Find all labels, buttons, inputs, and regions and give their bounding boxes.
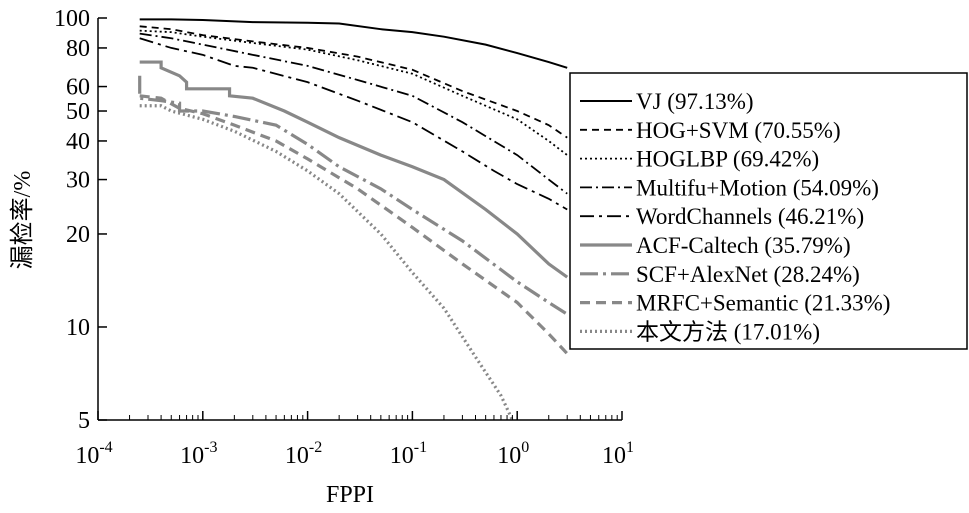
y-tick-label-5: 50 [66,99,90,125]
series-line-6 [138,75,569,316]
legend-box [569,72,968,350]
x-tick-label-0: 10-4 [75,439,112,469]
series-line-4 [139,37,568,211]
y-tick-label-6: 60 [66,75,90,101]
series-line-5 [139,60,569,279]
series-line-0 [139,18,568,69]
x-tick-label-4: 100 [497,439,529,469]
x-tick-label-1: 10-3 [180,439,217,469]
series-line-7 [139,94,569,355]
y-tick-label-4: 40 [66,129,90,155]
y-tick-label-8: 100 [54,6,90,32]
x-tick-label-5: 101 [602,439,634,469]
series-line-8 [139,104,514,421]
legend-label-2: HOGLBP (69.42%) [636,147,819,172]
legend-label-6: SCF+AlexNet (28.24%) [636,262,860,287]
x-axis-label: FPPI [326,482,374,508]
y-tick-label-2: 20 [66,222,90,248]
legend-label-3: Multifu+Motion (54.09%) [636,175,879,200]
series-line-2 [139,29,568,156]
legend: VJ (97.13%) HOG+SVM (70.55%) HOGLBP (69.42… [569,72,968,350]
series-line-3 [139,32,568,195]
x-tick-label-2: 10-2 [285,439,322,469]
y-axis-label: 漏检率/% [9,171,36,270]
y-tick-label-7: 80 [66,36,90,62]
y-tick-label-3: 30 [66,168,90,194]
y-tick-label-0: 5 [78,408,90,434]
x-tick-label-3: 10-1 [390,439,427,469]
series-line-1 [139,25,568,139]
legend-label-0: VJ (97.13%) [636,89,754,114]
legend-label-8: 本文方法 (17.01%) [636,319,820,344]
y-tick-label-1: 10 [66,315,90,341]
legend-label-7: MRFC+Semantic (21.33%) [636,291,890,316]
series-layer [138,18,569,421]
legend-label-1: HOG+SVM (70.55%) [636,118,841,143]
legend-label-5: ACF-Caltech (35.79%) [636,233,851,258]
legend-label-4: WordChannels (46.21%) [636,204,864,229]
